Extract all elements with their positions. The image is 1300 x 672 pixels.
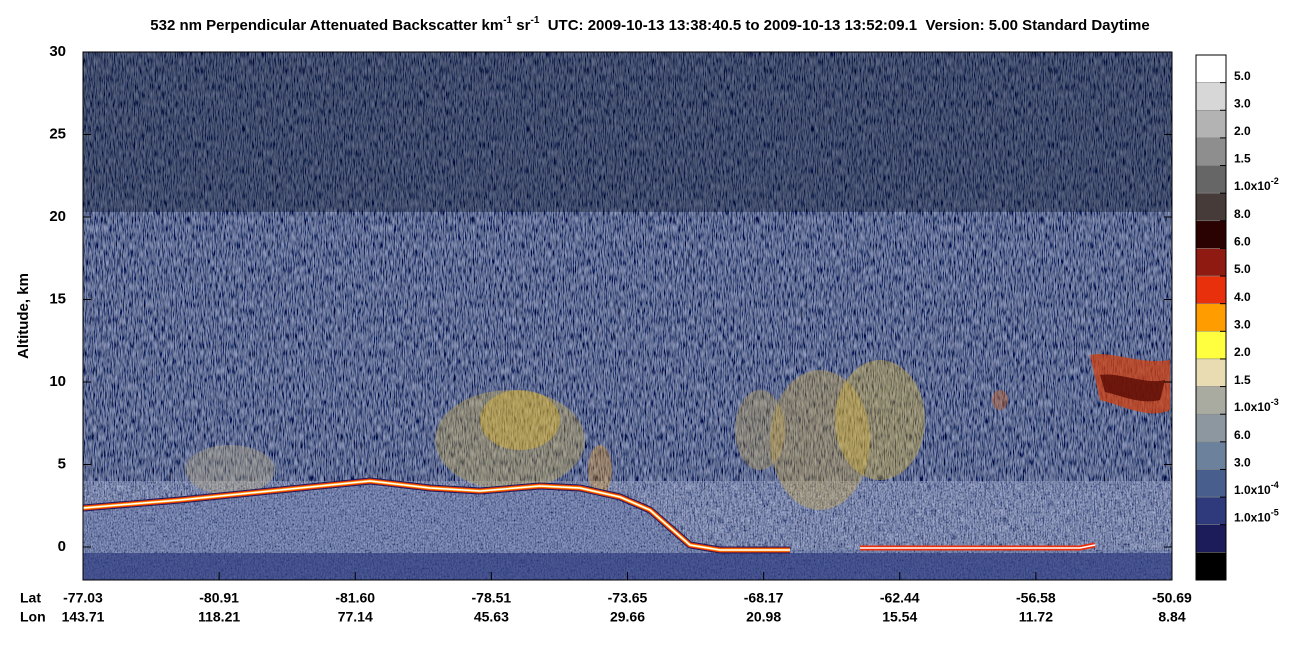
cloud (185, 445, 275, 495)
y-axis-label: Altitude, km (15, 273, 32, 359)
colorbar-swatch (1195, 54, 1227, 83)
colorbar-label-base: 1.0x10 (1234, 511, 1271, 525)
colorbar-label: 1.0x10-3 (1234, 398, 1279, 415)
colorbar-swatch (1195, 441, 1227, 470)
colorbar-swatch (1195, 275, 1227, 304)
title-part: sr (512, 17, 531, 34)
cloud (835, 360, 925, 480)
colorbar-swatch (1195, 110, 1227, 139)
colorbar-label: 5.0 (1234, 69, 1251, 83)
colorbar-label: 1.5 (1234, 152, 1251, 166)
lon-tick-label: 118.21 (198, 609, 240, 625)
colorbar-label-base: 1.0x10 (1234, 179, 1271, 193)
colorbar: 5.03.02.01.51.0x10-28.06.05.04.03.02.01.… (1195, 54, 1279, 581)
colorbar-swatch (1195, 192, 1227, 222)
title-part: -1 (503, 15, 512, 26)
colorbar-label-base: 1.0x10 (1234, 400, 1271, 414)
lat-tick-label: -62.44 (880, 590, 920, 606)
colorbar-frame (1195, 54, 1227, 581)
y-tick-label: 10 (49, 373, 66, 390)
lat-tick-label: -68.17 (744, 590, 784, 606)
colorbar-swatch (1195, 331, 1227, 360)
colorbar-swatch (1195, 524, 1227, 553)
colorbar-swatch (1195, 137, 1227, 166)
surface-return (860, 544, 1096, 549)
lat-tick-label: -73.65 (608, 590, 648, 606)
colorbar-label-exp: -3 (1271, 398, 1279, 408)
colorbar-label: 5.0 (1234, 262, 1251, 276)
colorbar-label: 1.0x10-4 (1234, 480, 1279, 497)
upper-dark (83, 52, 1172, 212)
lon-tick-label: 29.66 (610, 609, 645, 625)
colorbar-label: 1.0x10-5 (1234, 508, 1279, 525)
colorbar-label: 2.0 (1234, 124, 1251, 138)
y-tick-label: 30 (49, 43, 66, 60)
lat-tick-label: -77.03 (63, 590, 103, 606)
lat-tick-label: -78.51 (472, 590, 512, 606)
colorbar-swatch (1195, 82, 1227, 111)
colorbar-swatch (1195, 303, 1227, 332)
lon-tick-label: 15.54 (882, 609, 917, 625)
colorbar-label: 3.0 (1234, 96, 1251, 110)
lon-tick-label: 45.63 (474, 609, 509, 625)
surface-return (83, 480, 790, 551)
title-part: -1 (530, 15, 539, 26)
colorbar-swatch (1195, 165, 1227, 194)
chart-title: 532 nm Perpendicular Attenuated Backscat… (150, 15, 1149, 34)
colorbar-label: 3.0 (1234, 317, 1251, 331)
cloud-core (1100, 374, 1165, 402)
lon-tick-label: 77.14 (338, 609, 373, 625)
colorbar-label-exp: -2 (1271, 177, 1279, 187)
y-tick-label: 25 (49, 125, 66, 142)
lat-tick-label: -81.60 (335, 590, 375, 606)
cloud (992, 390, 1008, 410)
lon-tick-label: 11.72 (1019, 609, 1053, 625)
lon-label: Lon (20, 609, 46, 625)
y-tick-label: 20 (49, 208, 66, 225)
lat-tick-label: -50.69 (1152, 590, 1192, 606)
colorbar-label: 3.0 (1234, 456, 1251, 470)
colorbar-swatch (1195, 496, 1227, 525)
colorbar-label: 2.0 (1234, 345, 1251, 359)
colorbar-label: 8.0 (1234, 207, 1251, 221)
y-tick-label: 0 (58, 538, 66, 555)
colorbar-swatch (1195, 248, 1227, 277)
colorbar-label-base: 1.0x10 (1234, 483, 1271, 497)
colorbar-label-exp: -5 (1271, 508, 1279, 518)
title-part: UTC: 2009-10-13 13:38:40.5 to 2009-10-13… (539, 17, 1149, 34)
colorbar-label: 1.0x10-2 (1234, 177, 1279, 194)
curtain-image (83, 52, 1172, 580)
colorbar-swatch (1195, 220, 1227, 249)
colorbar-swatch (1195, 413, 1227, 443)
lon-tick-label: 8.84 (1158, 609, 1185, 625)
lat-tick-label: -56.58 (1016, 590, 1056, 606)
colorbar-swatch (1195, 358, 1227, 387)
colorbar-label: 6.0 (1234, 235, 1251, 249)
cloud (588, 445, 612, 495)
colorbar-label: 4.0 (1234, 290, 1251, 304)
cloud (435, 390, 585, 490)
colorbar-swatch (1195, 552, 1227, 581)
cloud (735, 390, 785, 470)
lat-tick-label: -80.91 (199, 590, 239, 606)
lon-tick-label: 20.98 (746, 609, 781, 625)
colorbar-swatch (1195, 386, 1227, 415)
y-tick-label: 15 (49, 290, 66, 307)
lon-tick-label: 143.71 (62, 609, 105, 625)
colorbar-label-exp: -4 (1271, 480, 1279, 490)
colorbar-label: 6.0 (1234, 428, 1251, 442)
cloud (480, 390, 560, 450)
title-part: 532 nm Perpendicular Attenuated Backscat… (150, 17, 503, 34)
y-tick-label: 5 (58, 455, 66, 472)
cloud (770, 370, 870, 510)
colorbar-label: 1.5 (1234, 373, 1251, 387)
lat-label: Lat (20, 590, 41, 606)
colorbar-swatch (1195, 469, 1227, 498)
